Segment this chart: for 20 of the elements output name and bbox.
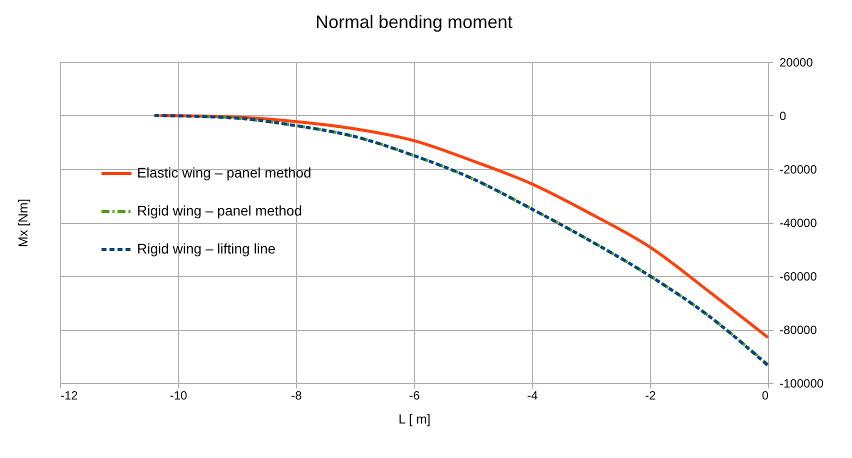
x-tick-label: -12: [60, 388, 78, 402]
x-tick-label: -10: [170, 388, 188, 402]
legend-label: Rigid wing – lifting line: [137, 240, 276, 256]
legend-label: Elastic wing – panel method: [137, 164, 312, 180]
y-tick-label: -60000: [780, 270, 818, 284]
y-tick-label: 0: [780, 109, 786, 123]
x-tick-label: 0: [762, 388, 769, 402]
x-tick-label: -4: [527, 388, 538, 402]
legend-label: Rigid wing – panel method: [137, 202, 302, 218]
y-tick-label: -20000: [780, 162, 818, 176]
y-tick-label: 20000: [780, 56, 814, 70]
x-tick-label: -6: [409, 388, 420, 402]
x-tick-label: -2: [645, 388, 656, 402]
chart-title: Normal bending moment: [315, 12, 513, 32]
x-tick-label: -8: [291, 388, 302, 402]
y-tick-label: -40000: [780, 216, 818, 230]
x-axis-title: L [ m]: [398, 412, 431, 426]
y-axis-title: Mx [Nm]: [16, 198, 30, 248]
y-tick-label: -100000: [780, 376, 824, 390]
y-tick-label: -80000: [780, 323, 818, 337]
